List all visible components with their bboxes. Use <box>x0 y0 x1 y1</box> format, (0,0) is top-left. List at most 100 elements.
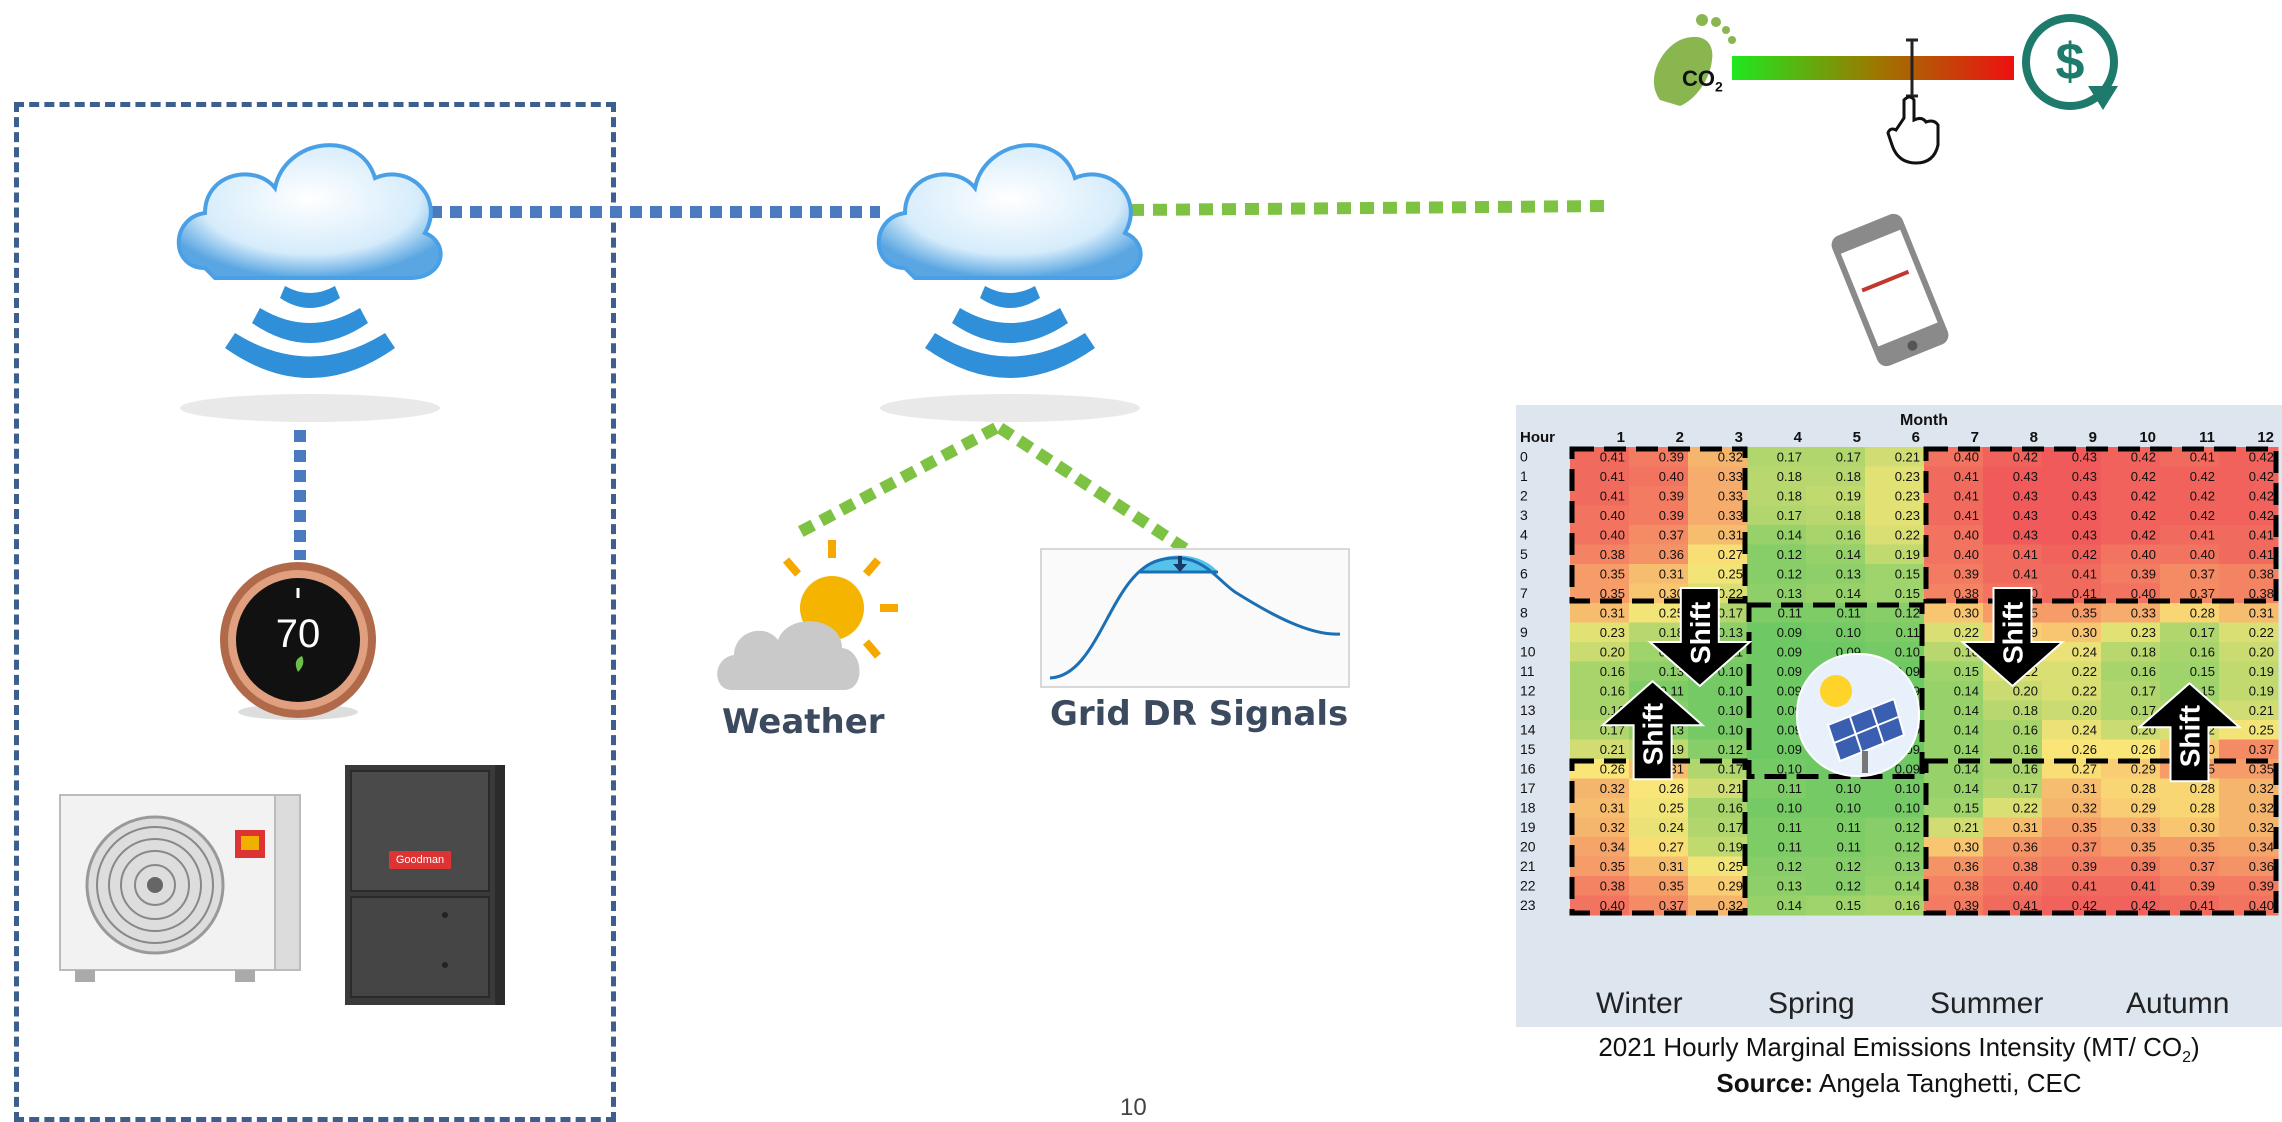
cell-value-label: 0.42 <box>2249 469 2274 484</box>
row-tick-label: 6 <box>1520 566 1528 582</box>
cell-value-label: 0.09 <box>1777 684 1802 699</box>
heatmap-cell <box>1629 525 1689 545</box>
cell-value-label: 0.13 <box>1777 586 1802 601</box>
cell-value-label: 0.12 <box>1895 840 1920 855</box>
cell-value-label: 0.14 <box>1777 898 1802 913</box>
weather-icon <box>717 540 898 690</box>
cell-value-label: 0.18 <box>1777 469 1802 484</box>
cell-value-label: 0.12 <box>1777 547 1802 562</box>
heatmap-cell <box>1983 876 2043 896</box>
heatmap-cell <box>1747 486 1807 506</box>
heatmap-cell <box>1747 681 1807 701</box>
heatmap-cell <box>1924 798 1984 818</box>
cell-value-label: 0.38 <box>1954 879 1979 894</box>
heatmap-cell <box>2219 486 2279 506</box>
heatmap-cell <box>1924 739 1984 760</box>
heatmap-cell <box>1688 778 1748 799</box>
heatmap-cell <box>1570 681 1630 701</box>
heatmap-cell <box>2042 525 2102 545</box>
cell-value-label: 0.15 <box>2190 664 2215 679</box>
cell-value-label: 0.18 <box>1777 489 1802 504</box>
emissions-heatmap: Month Hour 1 2 3 4 5 6 7 8 9 10 11 12 0 0.41 0.39 0.32 0.1… <box>1516 405 2282 1027</box>
heatmap-cell <box>1924 486 1984 506</box>
cell-value-label: 0.31 <box>1600 801 1625 816</box>
heatmap-cell <box>1688 525 1748 545</box>
caption-subscript: 2 <box>2182 1049 2191 1067</box>
cell-value-label: 0.13 <box>1895 859 1920 874</box>
cell-value-label: 0.40 <box>1600 898 1625 913</box>
cell-value-label: 0.25 <box>1659 606 1684 621</box>
row-tick-label: 16 <box>1520 761 1536 777</box>
cell-value-label: 0.41 <box>1954 489 1979 504</box>
smartphone-icon <box>1831 213 1949 367</box>
cell-value-label: 0.25 <box>1659 801 1684 816</box>
cell-value-label: 0.11 <box>1896 625 1920 640</box>
cell-value-label: 0.23 <box>2131 625 2156 640</box>
heatmap-cell <box>1806 622 1866 643</box>
cell-value-label: 0.16 <box>1836 528 1861 543</box>
heatmap-cell <box>1983 817 2043 838</box>
cell-value-label: 0.22 <box>2249 625 2274 640</box>
cell-value-label: 0.39 <box>2131 567 2156 582</box>
cell-value-label: 0.17 <box>1718 820 1743 835</box>
heatmap-cell <box>1629 837 1689 857</box>
furnace-image: Goodman <box>345 765 505 1010</box>
shift-label: Shift <box>1998 602 2029 664</box>
heatmap-cell <box>1924 564 1984 584</box>
heatmap-cell <box>1806 525 1866 545</box>
column-tick-label: 3 <box>1735 429 1743 446</box>
cell-value-label: 0.22 <box>2013 801 2038 816</box>
cell-value-label: 0.42 <box>2072 898 2097 913</box>
heatmap-cell <box>1570 798 1630 818</box>
shift-arrow-up: Shift <box>1599 679 1706 781</box>
cell-value-label: 0.38 <box>2013 859 2038 874</box>
heatmap-cell <box>2219 681 2279 701</box>
cell-value-label: 0.10 <box>1836 625 1861 640</box>
heatmap-cell <box>2160 895 2220 916</box>
heatmap-cell <box>2101 700 2161 721</box>
emissions-gradient-bar <box>1732 56 2014 80</box>
heatmap-cell <box>2219 798 2279 818</box>
cell-value-label: 0.26 <box>1659 781 1684 796</box>
cell-value-label: 0.23 <box>1600 625 1625 640</box>
heatmap-cell <box>2042 681 2102 701</box>
cell-value-label: 0.27 <box>1659 840 1684 855</box>
cell-value-label: 0.15 <box>1895 567 1920 582</box>
cell-value-label: 0.32 <box>2249 801 2274 816</box>
row-tick-label: 17 <box>1520 780 1536 796</box>
cell-value-label: 0.35 <box>2249 762 2274 777</box>
cell-value-label: 0.35 <box>1600 567 1625 582</box>
cell-value-label: 0.33 <box>2131 820 2156 835</box>
heatmap-cell <box>1806 583 1866 604</box>
cell-value-label: 0.09 <box>1895 762 1920 777</box>
heatmap-cell <box>2219 622 2279 643</box>
heatmap-cell <box>1865 856 1925 877</box>
column-tick-label: 9 <box>2089 429 2097 446</box>
cell-value-label: 0.38 <box>1600 547 1625 562</box>
heatmap-cell <box>2219 603 2279 623</box>
heatmap-cell <box>2101 778 2161 799</box>
co2-label: CO2 <box>1682 66 1723 94</box>
row-tick-label: 4 <box>1520 527 1528 543</box>
heatmap-cell <box>1570 564 1630 584</box>
cell-value-label: 0.35 <box>2072 820 2097 835</box>
heatmap-cell <box>2101 856 2161 877</box>
co2-text: CO <box>1682 66 1715 91</box>
source-label: Source: <box>1716 1068 1814 1098</box>
heatmap-cell <box>2219 525 2279 545</box>
heatmap-cell <box>1570 544 1630 565</box>
row-header: Hour <box>1520 429 1555 446</box>
heatmap-cell <box>2101 505 2161 526</box>
heatmap-cell <box>1747 798 1807 818</box>
cell-value-label: 0.16 <box>1600 684 1625 699</box>
cell-value-label: 0.42 <box>2190 469 2215 484</box>
heatmap-cell <box>2101 564 2161 584</box>
cell-value-label: 0.20 <box>2072 703 2097 718</box>
heatmap-cell <box>1806 837 1866 857</box>
heatmap-cell <box>2101 466 2161 487</box>
cell-value-label: 0.37 <box>2249 742 2274 757</box>
row-tick-label: 10 <box>1520 644 1536 660</box>
cell-value-label: 0.39 <box>2131 859 2156 874</box>
row-tick-label: 9 <box>1520 624 1528 640</box>
row-tick-label: 3 <box>1520 507 1528 523</box>
